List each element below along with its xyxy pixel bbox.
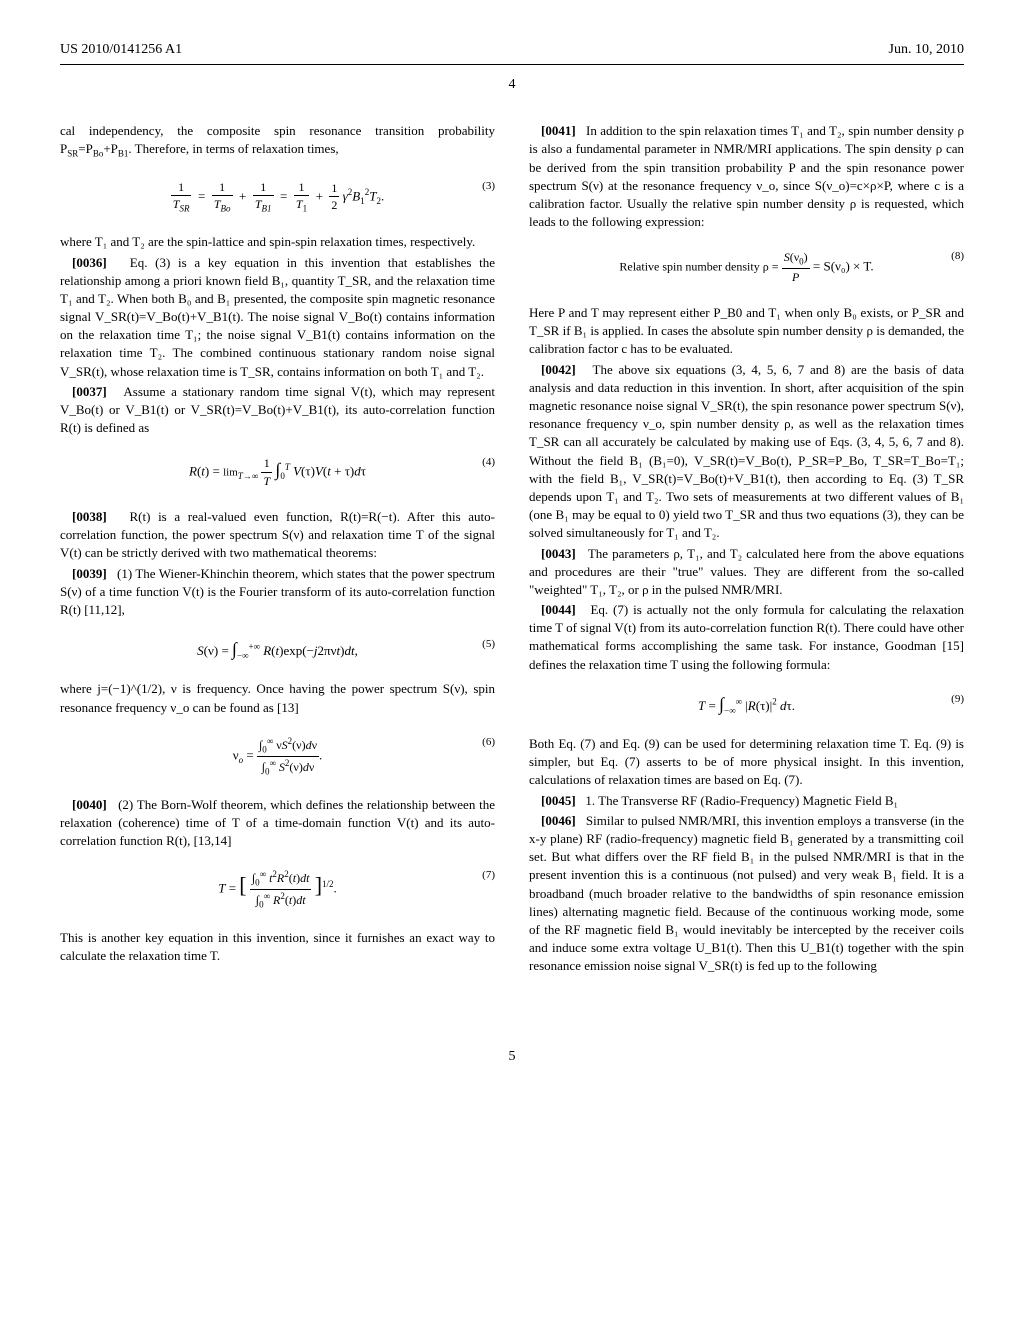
paragraph-number: [0045] [541, 793, 576, 808]
para-text: Both Eq. (7) and Eq. (9) can be used for… [529, 735, 964, 790]
paragraph-body: (1) The Wiener-Khinchin theorem, which s… [60, 566, 495, 617]
paragraph-body: (2) The Born-Wolf theorem, which defines… [60, 797, 495, 848]
paragraph-0044: [0044] Eq. (7) is actually not the only … [529, 601, 964, 674]
page-number-top: 4 [60, 75, 964, 95]
paragraph-number: [0039] [72, 566, 107, 581]
paragraph-0043: [0043] The parameters ρ, T₁, and T₂ calc… [529, 545, 964, 600]
equation-4: (4) R(t) = limT→∞ 1T ∫0T V(τ)V(t + τ)dτ [60, 455, 495, 490]
page-number-bottom: 5 [60, 1047, 964, 1067]
subscript: B1 [118, 149, 129, 159]
paragraph-number: [0043] [541, 546, 576, 561]
right-column: [0041] In addition to the spin relaxatio… [529, 122, 964, 977]
publication-date: Jun. 10, 2010 [889, 40, 964, 60]
para-continuation: cal independency, the composite spin res… [60, 122, 495, 160]
equation-3: (3) 1TSR = 1TBo + 1TB1 = 1T1 + 12 γ2B12T… [60, 179, 495, 216]
text-fragment: . Therefore, in terms of relaxation time… [128, 141, 338, 156]
para-text: Here P and T may represent either P_B0 a… [529, 304, 964, 359]
subscript: SR [67, 149, 78, 159]
paragraph-body: Eq. (3) is a key equation in this invent… [60, 255, 495, 379]
paragraph-0046: [0046] Similar to pulsed NMR/MRI, this i… [529, 812, 964, 976]
equation-number: (4) [482, 455, 495, 470]
paragraph-0042: [0042] The above six equations (3, 4, 5,… [529, 361, 964, 543]
paragraph-0038: [0038] R(t) is a real-valued even functi… [60, 508, 495, 563]
paragraph-0041: [0041] In addition to the spin relaxatio… [529, 122, 964, 231]
page-header: US 2010/0141256 A1 Jun. 10, 2010 [60, 40, 964, 65]
paragraph-body: Assume a stationary random time signal V… [60, 384, 495, 435]
subscript: Bo [93, 149, 104, 159]
paragraph-0036: [0036] Eq. (3) is a key equation in this… [60, 254, 495, 381]
equation-6: (6) νo = ∫0∞ νS2(ν)dν ∫0∞ S2(ν)dν . [60, 735, 495, 778]
equation-number: (6) [482, 735, 495, 750]
text-fragment: =P [78, 141, 93, 156]
equation-9: (9) T = ∫−∞∞ |R(τ)|2 dτ. [529, 692, 964, 717]
left-column: cal independency, the composite spin res… [60, 122, 495, 977]
paragraph-number: [0041] [541, 123, 576, 138]
equation-number: (5) [482, 637, 495, 652]
para-text: This is another key equation in this inv… [60, 929, 495, 965]
paragraph-body: Eq. (7) is actually not the only formula… [529, 602, 964, 672]
paragraph-number: [0046] [541, 813, 576, 828]
paragraph-number: [0036] [72, 255, 107, 270]
equation-8: (8) Relative spin number density ρ = S(ν… [529, 249, 964, 286]
para-text: where j=(−1)^(1/2), ν is frequency. Once… [60, 680, 495, 716]
paragraph-body: In addition to the spin relaxation times… [529, 123, 964, 229]
paragraph-number: [0038] [72, 509, 107, 524]
paragraph-number: [0042] [541, 362, 576, 377]
para-text: where T₁ and T₂ are the spin-lattice and… [60, 233, 495, 251]
equation-rhs: = S(ν₀) × T. [813, 259, 874, 274]
text-fragment: +P [103, 141, 118, 156]
paragraph-number: [0040] [72, 797, 107, 812]
paragraph-0037: [0037] Assume a stationary random time s… [60, 383, 495, 438]
paragraph-body: The above six equations (3, 4, 5, 6, 7 a… [529, 362, 964, 541]
paragraph-body: R(t) is a real-valued even function, R(t… [60, 509, 495, 560]
equation-number: (3) [482, 179, 495, 194]
paragraph-0045: [0045] 1. The Transverse RF (Radio-Frequ… [529, 792, 964, 810]
paragraph-body: The parameters ρ, T₁, and T₂ calculated … [529, 546, 964, 597]
equation-label: Relative spin number density ρ = [619, 260, 778, 274]
equation-number: (7) [482, 868, 495, 883]
paragraph-0040: [0040] (2) The Born-Wolf theorem, which … [60, 796, 495, 851]
paragraph-0039: [0039] (1) The Wiener-Khinchin theorem, … [60, 565, 495, 620]
paragraph-number: [0037] [72, 384, 107, 399]
content-columns: cal independency, the composite spin res… [60, 122, 964, 977]
equation-number: (8) [951, 249, 964, 264]
equation-5: (5) S(ν) = ∫−∞+∞ R(t)exp(−j2πνt)dt, [60, 637, 495, 662]
publication-number: US 2010/0141256 A1 [60, 40, 182, 60]
equation-number: (9) [951, 692, 964, 707]
paragraph-number: [0044] [541, 602, 576, 617]
paragraph-body: 1. The Transverse RF (Radio-Frequency) M… [585, 793, 898, 808]
equation-7: (7) T = [ ∫0∞ t2R2(t)dt ∫0∞ R2(t)dt ]1/2… [60, 868, 495, 911]
paragraph-body: Similar to pulsed NMR/MRI, this inventio… [529, 813, 964, 974]
